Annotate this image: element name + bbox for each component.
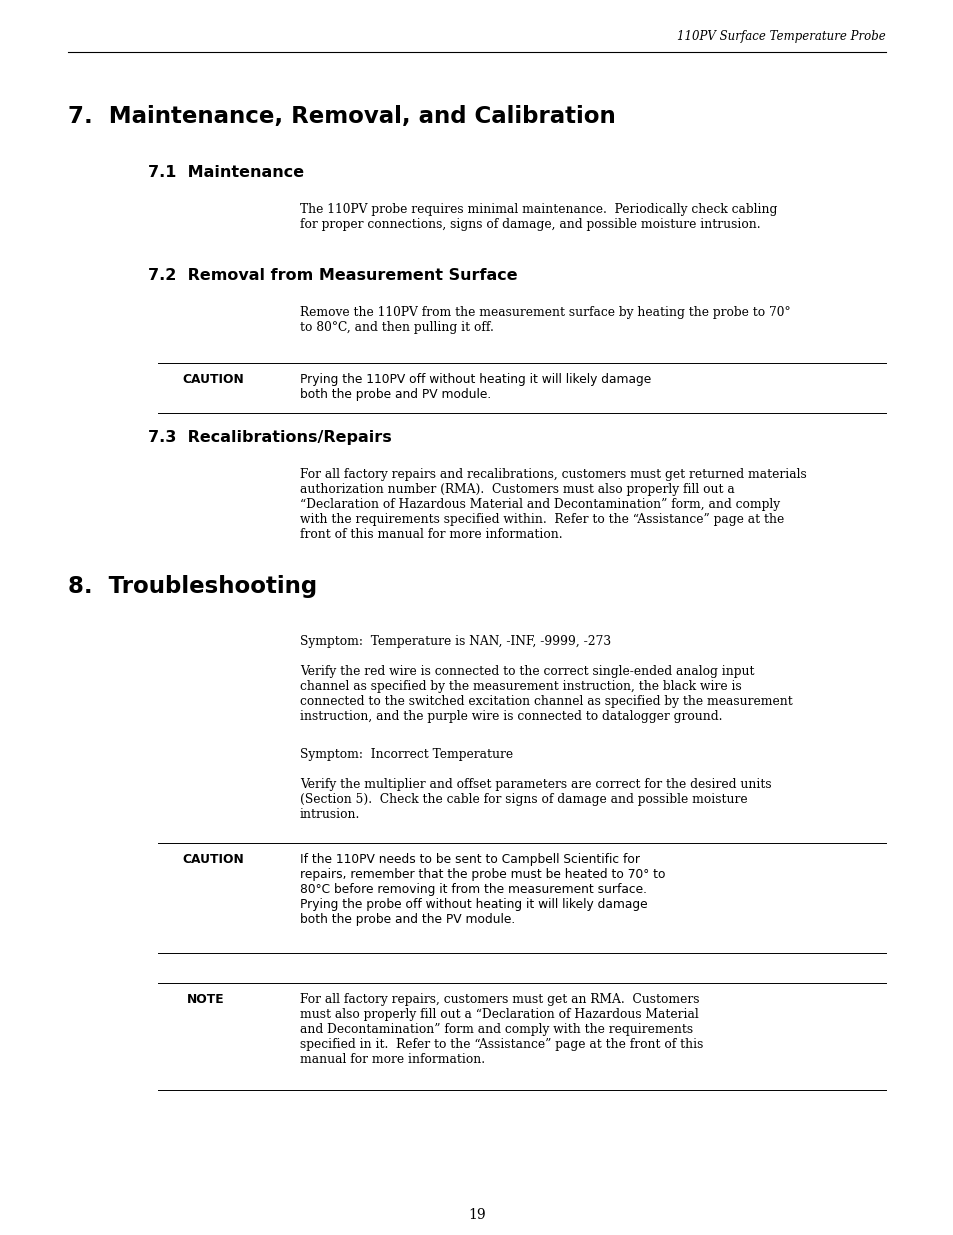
Text: Verify the red wire is connected to the correct single-ended analog input
channe: Verify the red wire is connected to the … xyxy=(299,664,792,722)
Text: 8.  Troubleshooting: 8. Troubleshooting xyxy=(68,576,316,598)
Text: Remove the 110PV from the measurement surface by heating the probe to 70°
to 80°: Remove the 110PV from the measurement su… xyxy=(299,306,790,333)
Text: 19: 19 xyxy=(468,1208,485,1221)
Text: 7.  Maintenance, Removal, and Calibration: 7. Maintenance, Removal, and Calibration xyxy=(68,105,615,128)
Text: Symptom:  Temperature is NAN, -INF, -9999, -273: Symptom: Temperature is NAN, -INF, -9999… xyxy=(299,635,611,648)
Text: 7.3  Recalibrations/Repairs: 7.3 Recalibrations/Repairs xyxy=(148,430,392,445)
Text: 110PV Surface Temperature Probe: 110PV Surface Temperature Probe xyxy=(677,30,885,43)
Text: Prying the 110PV off without heating it will likely damage
both the probe and PV: Prying the 110PV off without heating it … xyxy=(299,373,651,401)
Text: Symptom:  Incorrect Temperature: Symptom: Incorrect Temperature xyxy=(299,748,513,761)
Text: Verify the multiplier and offset parameters are correct for the desired units
(S: Verify the multiplier and offset paramet… xyxy=(299,778,771,821)
Text: If the 110PV needs to be sent to Campbell Scientific for
repairs, remember that : If the 110PV needs to be sent to Campbel… xyxy=(299,853,665,926)
Text: For all factory repairs and recalibrations, customers must get returned material: For all factory repairs and recalibratio… xyxy=(299,468,806,541)
Text: CAUTION: CAUTION xyxy=(182,853,244,866)
Text: CAUTION: CAUTION xyxy=(182,373,244,387)
Text: For all factory repairs, customers must get an RMA.  Customers
must also properl: For all factory repairs, customers must … xyxy=(299,993,702,1066)
Text: The 110PV probe requires minimal maintenance.  Periodically check cabling
for pr: The 110PV probe requires minimal mainten… xyxy=(299,203,777,231)
Text: 7.2  Removal from Measurement Surface: 7.2 Removal from Measurement Surface xyxy=(148,268,517,283)
Text: 7.1  Maintenance: 7.1 Maintenance xyxy=(148,165,304,180)
Text: NOTE: NOTE xyxy=(187,993,224,1007)
